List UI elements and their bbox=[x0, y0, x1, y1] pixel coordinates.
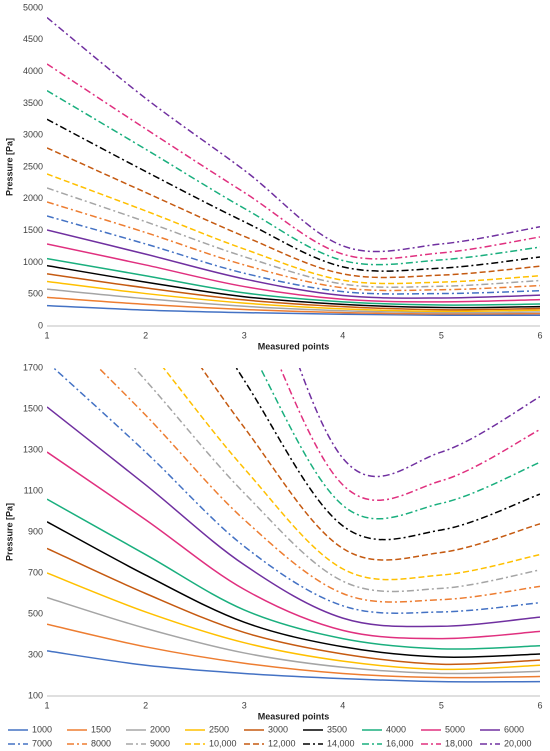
y-tick-label: 100 bbox=[28, 690, 43, 700]
x-tick-label: 5 bbox=[439, 700, 444, 710]
series-line bbox=[47, 187, 540, 288]
y-tick-label: 300 bbox=[28, 649, 43, 659]
series-line bbox=[47, 451, 540, 640]
series-line bbox=[47, 572, 540, 671]
series-line bbox=[47, 547, 540, 666]
legend-label: 9000 bbox=[150, 738, 170, 748]
y-tick-label: 1300 bbox=[23, 444, 43, 454]
series-line bbox=[47, 16, 540, 253]
plot-lines bbox=[47, 368, 540, 683]
legend-label: 20,000 bbox=[504, 738, 532, 748]
y-tick-label: 0 bbox=[38, 320, 43, 330]
x-tick-label: 1 bbox=[44, 700, 49, 710]
legend-label: 12,000 bbox=[268, 738, 296, 748]
series-line bbox=[47, 257, 540, 306]
legend-label: 3500 bbox=[327, 724, 347, 734]
series-line bbox=[235, 368, 540, 541]
series-line bbox=[47, 650, 540, 683]
series-line bbox=[47, 264, 540, 309]
y-tick-label: 1100 bbox=[24, 485, 43, 495]
series-line bbox=[47, 280, 540, 313]
series-line bbox=[47, 201, 540, 292]
x-tick-label: 3 bbox=[242, 700, 247, 710]
legend-label: 7000 bbox=[32, 738, 52, 748]
y-tick-label: 1700 bbox=[23, 362, 43, 372]
y-tick-label: 1000 bbox=[23, 257, 43, 267]
legend-label: 8000 bbox=[91, 738, 111, 748]
series-line bbox=[47, 273, 540, 311]
y-tick-label: 4500 bbox=[23, 34, 43, 44]
y-tick-label: 1500 bbox=[23, 225, 43, 235]
x-tick-label: 4 bbox=[340, 330, 345, 340]
x-tick-label: 6 bbox=[537, 700, 542, 710]
series-line bbox=[47, 406, 540, 628]
series-line bbox=[47, 521, 540, 659]
x-tick-label: 4 bbox=[340, 700, 345, 710]
series-line bbox=[47, 288, 540, 314]
legend-label: 4000 bbox=[386, 724, 406, 734]
series-line bbox=[47, 498, 540, 650]
y-tick-label: 1500 bbox=[23, 403, 43, 413]
series-line bbox=[47, 118, 540, 272]
series-line bbox=[47, 173, 540, 285]
x-axis-title: Measured points bbox=[258, 711, 330, 721]
x-tick-label: 2 bbox=[143, 330, 148, 340]
legend-label: 6000 bbox=[504, 724, 524, 734]
legend-label: 5000 bbox=[445, 724, 465, 734]
legend-label: 1500 bbox=[91, 724, 111, 734]
x-tick-label: 3 bbox=[242, 330, 247, 340]
legend-label: 2500 bbox=[209, 724, 229, 734]
series-line bbox=[47, 296, 540, 315]
y-tick-label: 2500 bbox=[23, 161, 43, 171]
y-tick-label: 4000 bbox=[23, 66, 43, 76]
y-tick-label: 3000 bbox=[23, 130, 43, 140]
y-tick-label: 2000 bbox=[23, 193, 43, 203]
y-tick-label: 5000 bbox=[23, 2, 43, 12]
series-line bbox=[47, 147, 540, 279]
legend-label: 14,000 bbox=[327, 738, 355, 748]
series-line bbox=[47, 243, 540, 303]
y-tick-label: 500 bbox=[28, 289, 43, 299]
series-line bbox=[162, 368, 540, 581]
legend-label: 18,000 bbox=[445, 738, 473, 748]
y-tick-label: 3500 bbox=[23, 98, 43, 108]
x-tick-label: 5 bbox=[439, 330, 444, 340]
x-axis-title: Measured points bbox=[258, 341, 330, 351]
legend-label: 2000 bbox=[150, 724, 170, 734]
x-tick-label: 1 bbox=[44, 330, 49, 340]
y-tick-label: 700 bbox=[28, 567, 43, 577]
x-tick-label: 6 bbox=[537, 330, 542, 340]
plot-lines bbox=[47, 16, 540, 317]
series-line bbox=[133, 368, 540, 593]
series-line bbox=[200, 368, 540, 561]
series-line bbox=[47, 90, 540, 266]
series-line bbox=[47, 304, 540, 317]
x-tick-label: 2 bbox=[143, 700, 148, 710]
y-tick-label: 500 bbox=[28, 608, 43, 618]
y-axis-title: Pressure [Pa] bbox=[4, 503, 14, 561]
legend-label: 3000 bbox=[268, 724, 288, 734]
series-line bbox=[47, 623, 540, 679]
series-line bbox=[47, 229, 540, 299]
series-line bbox=[97, 368, 540, 603]
series-line bbox=[47, 596, 540, 675]
legend-label: 1000 bbox=[32, 724, 52, 734]
legend-label: 10,000 bbox=[209, 738, 237, 748]
series-line bbox=[47, 215, 540, 295]
series-line bbox=[298, 368, 540, 478]
y-axis-title: Pressure [Pa] bbox=[4, 138, 14, 196]
series-line bbox=[52, 368, 540, 614]
y-tick-label: 900 bbox=[28, 526, 43, 536]
legend-label: 16,000 bbox=[386, 738, 414, 748]
series-line bbox=[47, 63, 540, 260]
